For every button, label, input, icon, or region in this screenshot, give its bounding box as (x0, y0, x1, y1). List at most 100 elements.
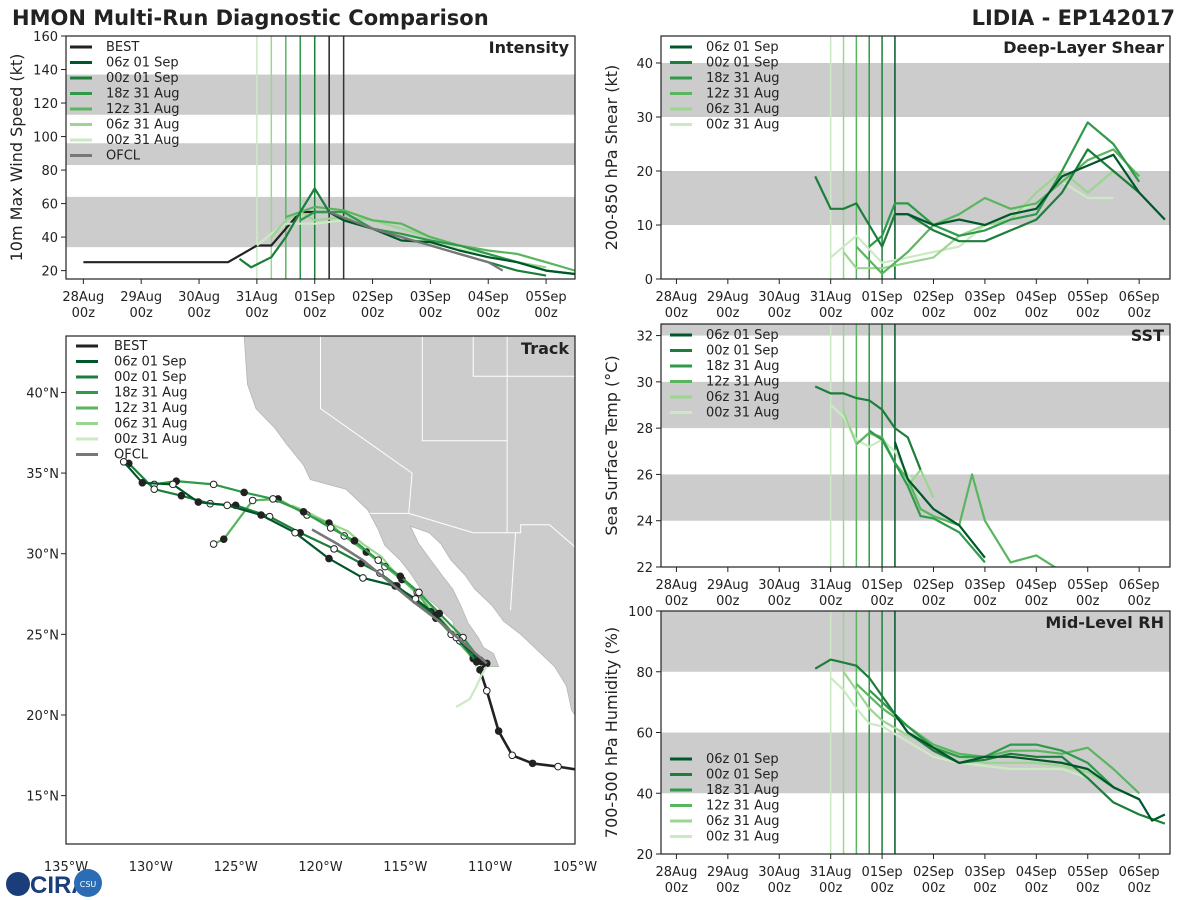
intensity-xtick-label: 05Sep (526, 290, 567, 305)
shear-xtick-label: 31Aug (810, 290, 852, 305)
sst-ytick-label: 26 (636, 468, 653, 483)
track-marker (240, 488, 248, 497)
track-marker (528, 759, 537, 768)
intensity-legend-label: 06z 01 Sep (106, 56, 179, 71)
sst-title: SST (1131, 326, 1164, 345)
intensity-xtick-label: 00z (361, 306, 385, 321)
sst-xtick-label: 02Sep (913, 578, 954, 593)
cira-logo: CIRA CSU (6, 869, 102, 899)
intensity-xtick-label: 04Sep (468, 290, 509, 305)
rh-ytick-label: 20 (636, 848, 653, 863)
state-border (320, 336, 413, 474)
track-xtick-label: 120°W (298, 860, 342, 875)
shear-ylabel: 200-850 hPa Shear (kt) (602, 65, 621, 251)
track-marker (476, 666, 484, 674)
intensity-legend-label: 12z 31 Aug (106, 102, 180, 117)
sst-xtick-label: 00z (1127, 594, 1151, 609)
intensity-ylabel: 10m Max Wind Speed (kt) (7, 54, 26, 262)
sst-band (661, 381, 1170, 429)
intensity-xtick-label: 00z (419, 306, 443, 321)
shear-band (661, 171, 1170, 225)
intensity-legend-label: 00z 31 Aug (106, 133, 180, 148)
track-frame (65, 335, 576, 845)
sst-legend-label: 00z 31 Aug (706, 406, 780, 421)
track-marker (350, 537, 359, 545)
rh-legend-label: 00z 31 Aug (706, 830, 780, 845)
land-shape (243, 336, 575, 716)
rh-series-06z-01-Sep (894, 713, 1166, 822)
intensity-ytick-label: 80 (41, 164, 58, 179)
track-marker (209, 480, 218, 489)
rh-ytick-label: 80 (636, 666, 653, 681)
rh-xtick-label: 00z (819, 881, 843, 896)
shear-ytick-label: 20 (636, 165, 653, 180)
intensity-xtick-label: 28Aug (62, 290, 104, 305)
rh-xtick-label: 06Sep (1119, 865, 1160, 880)
intensity-ytick-label: 60 (41, 198, 58, 213)
track-ytick-label: 30°N (26, 548, 59, 563)
intensity-xtick-label: 00z (477, 306, 501, 321)
rh-xtick-label: 04Sep (1016, 865, 1057, 880)
intensity-frame (65, 35, 576, 280)
sst-xtick-label: 06Sep (1119, 578, 1160, 593)
shear-ytick-label: 40 (636, 57, 653, 72)
track-ytick-label: 40°N (26, 386, 59, 401)
rh-panel: 2040608010028Aug00z29Aug00z30Aug00z31Aug… (602, 605, 1171, 896)
rh-xtick-label: 00z (1076, 881, 1100, 896)
shear-xtick-label: 00z (973, 306, 997, 321)
rh-plot-area (661, 611, 1170, 854)
shear-xtick-label: 29Aug (707, 290, 749, 305)
intensity-ytick-label: 20 (41, 265, 58, 280)
sst-plot-area (661, 324, 1170, 567)
track-marker (325, 554, 333, 563)
rh-band (661, 611, 1170, 672)
sst-series-06z-01-Sep (893, 441, 986, 559)
sst-ylabel: Sea Surface Temp (°C) (602, 355, 621, 535)
track-marker (194, 498, 203, 506)
intensity-band (66, 143, 575, 166)
track-legend-label: BEST (114, 339, 147, 354)
track-marker (494, 727, 503, 735)
sst-ytick-label: 32 (636, 330, 653, 345)
track-marker (574, 768, 575, 772)
intensity-series-06z-01-Sep (328, 211, 575, 276)
track-xtick-label: 130°W (129, 860, 173, 875)
track-marker (269, 495, 277, 503)
rh-xtick-label: 00z (1127, 881, 1151, 896)
rh-ytick-label: 40 (636, 787, 653, 802)
rh-legend-label: 06z 01 Sep (706, 752, 779, 767)
track-marker (219, 535, 228, 544)
intensity-xtick-label: 00z (72, 306, 96, 321)
rh-series-18z-31-Aug (868, 689, 1140, 801)
shear-xtick-label: 04Sep (1016, 290, 1057, 305)
intensity-xtick-label: 00z (130, 306, 154, 321)
shear-legend-label: 06z 01 Sep (706, 40, 779, 55)
track-marker (177, 491, 186, 500)
sst-xtick-label: 01Sep (862, 578, 903, 593)
track-legend-label: 18z 31 Aug (114, 386, 188, 401)
sst-xtick-label: 31Aug (810, 578, 852, 593)
shear-xtick-label: 00z (1076, 306, 1100, 321)
sst-frame (660, 323, 1171, 568)
track-xtick-label: 105°W (553, 860, 597, 875)
track-ytick-label: 35°N (26, 467, 59, 482)
intensity-ytick-label: 160 (33, 30, 58, 45)
rh-xtick-label: 00z (716, 881, 740, 896)
state-border (408, 473, 550, 534)
shear-xtick-label: 00z (1127, 306, 1151, 321)
intensity-xtick-label: 01Sep (294, 290, 335, 305)
shear-xtick-label: 00z (922, 306, 946, 321)
shear-xtick-label: 00z (1025, 306, 1049, 321)
intensity-legend-label: OFCL (106, 149, 141, 164)
rh-xtick-label: 31Aug (810, 865, 852, 880)
track-marker (326, 524, 335, 532)
intensity-xtick-label: 00z (303, 306, 327, 321)
track-xtick-label: 135°W (44, 860, 88, 875)
sst-series-12z-31-Aug (855, 431, 1057, 567)
sst-ytick-label: 24 (636, 515, 653, 530)
intensity-series-OFCL (328, 210, 504, 272)
intensity-xtick-label: 02Sep (352, 290, 393, 305)
rh-xtick-label: 00z (768, 881, 792, 896)
sst-ytick-label: 22 (636, 561, 653, 576)
intensity-xtick-label: 31Aug (236, 290, 278, 305)
